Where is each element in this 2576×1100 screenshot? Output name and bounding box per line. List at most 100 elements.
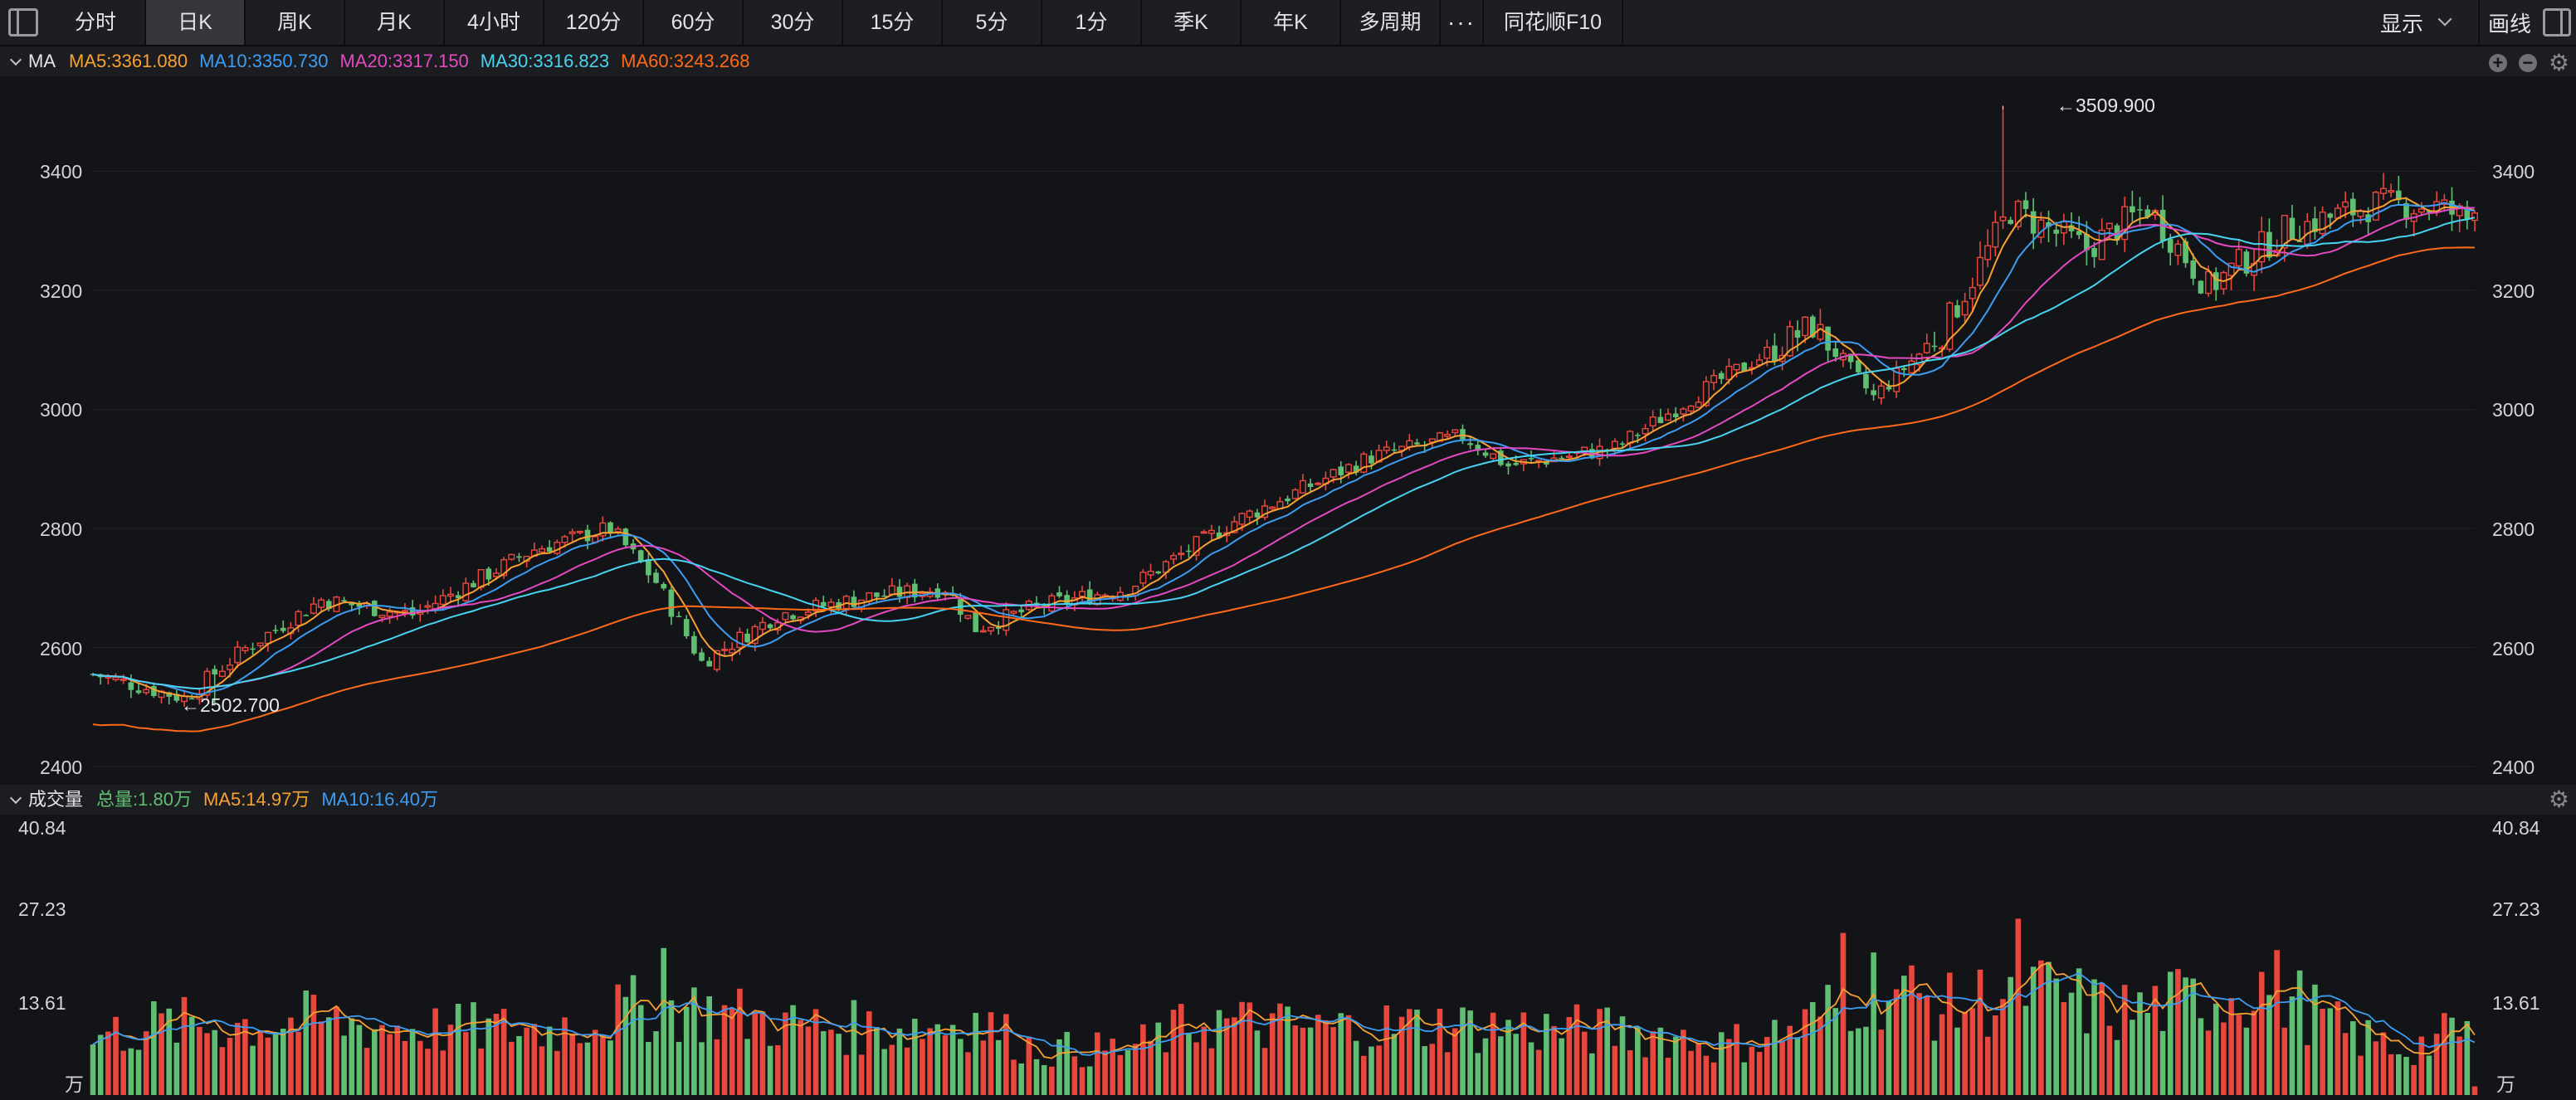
candle-body [120,678,127,681]
display-menu-button[interactable]: 显示 [2379,11,2423,37]
volume-bar [500,1009,507,1095]
volume-bar [1368,1046,1374,1095]
volume-bar [2198,1018,2204,1095]
volume-bar [1612,1045,1618,1095]
candle-body [1200,531,1208,534]
tab-30-min[interactable]: 30分 [744,0,843,45]
volume-bar [447,1025,454,1095]
candle-body [1931,345,1938,348]
tab-5-min[interactable]: 5分 [943,0,1042,45]
tab-monthly-k[interactable]: 月K [345,0,445,45]
volume-bar [2442,1013,2447,1095]
collapse-caret-icon[interactable] [9,791,22,805]
period-toolbar: 分时 日K 周K 月K 4小时 120分 60分 30分 15分 5分 1分 季… [0,0,2576,46]
volume-bar [1657,1027,1664,1095]
candle-body [2130,206,2135,213]
candle-body [393,611,401,614]
candle-body [386,611,393,617]
tab-multi-period[interactable]: 多周期 [1341,0,1441,45]
volume-bar [790,1005,796,1095]
volume-bar [1239,1001,1245,1095]
candle-body [836,602,842,611]
chevron-down-icon[interactable] [2437,12,2452,27]
volume-bar [318,1021,324,1095]
volume-bar [2449,1017,2455,1095]
volume-bar [1969,1008,1976,1095]
volume-bar [1467,1010,1473,1095]
volume-tick-label: 27.23 [18,898,66,920]
candle-body [1368,455,1374,464]
tab-120-min[interactable]: 120分 [544,0,644,45]
ma5-value: MA5:3361.080 [69,51,188,71]
volume-bar [349,1018,355,1095]
volume-bar [1520,1012,1527,1095]
candle-body [1505,463,1511,467]
volume-bar [2396,1054,2402,1095]
candle-body [1832,348,1839,358]
draw-line-button[interactable]: 画线 [2487,11,2531,37]
candle-body [1178,552,1185,556]
tab-daily-k[interactable]: 日K [146,0,246,45]
candle-body [1627,431,1634,444]
volume-bar [2022,1005,2029,1095]
candle-body [812,599,820,612]
volume-bar [1376,1045,1382,1095]
volume-bar [1779,1040,1785,1095]
candle-body [926,591,934,597]
candle-body [2349,198,2356,216]
volume-bar [1900,976,1907,1095]
candle-body [151,686,157,697]
candle-body [1687,405,1695,412]
candle-body [858,599,866,610]
sidebar-toggle-icon[interactable] [8,8,38,37]
candle-body [2372,192,2379,221]
volume-bar [1444,1052,1451,1095]
volume-indicator-title[interactable]: 成交量 [28,789,84,810]
candle-body [676,616,682,618]
candle-body [378,615,386,619]
settings-gear-icon[interactable]: ⚙ [2548,786,2569,812]
tab-1-min[interactable]: 1分 [1042,0,1142,45]
more-periods-button[interactable]: ··· [1441,0,1484,45]
volume-bar [1398,1016,1405,1095]
candle-body [1436,432,1443,442]
volume-bar [425,1049,431,1095]
volume-bar [1513,1034,1519,1095]
tab-4-hour[interactable]: 4小时 [445,0,544,45]
tab-ths-f10[interactable]: 同花顺F10 [1484,0,1623,45]
candle-body [546,547,553,552]
candle-body [1672,413,1679,417]
volume-bar [1383,1005,1390,1095]
candle-body [668,589,675,617]
price-tick-label-right: 2400 [2492,757,2535,778]
settings-gear-icon[interactable]: ⚙ [2548,50,2569,75]
volume-bar [965,1052,971,1095]
volume-bar [577,1043,583,1095]
candle-body [614,528,622,533]
tab-yearly-k[interactable]: 年K [1242,0,1341,45]
collapse-caret-icon[interactable] [9,53,22,66]
tab-15-min[interactable]: 15分 [843,0,943,45]
volume-ma5-value: MA5:14.97万 [202,789,310,810]
volume-bar [2175,969,2181,1095]
zoom-out-icon[interactable]: − [2518,54,2537,72]
candle-body [1216,532,1222,538]
volume-bar [1095,1032,1100,1095]
volume-bar [188,1016,195,1095]
candle-body [1344,464,1352,473]
volume-bar [896,1028,903,1095]
tab-weekly-k[interactable]: 周K [246,0,345,45]
tab-60-min[interactable]: 60分 [644,0,744,45]
candle-body [979,630,987,633]
panel-toggle-icon[interactable] [2543,8,2571,37]
candle-body [646,559,651,576]
volume-bar [2327,1008,2334,1095]
volume-bar [980,1040,987,1095]
tab-fenshi[interactable]: 分时 [46,0,146,45]
price-indicator-title[interactable]: MA [28,51,56,71]
volume-bar [1672,1036,1679,1095]
tab-quarterly-k[interactable]: 季K [1142,0,1242,45]
volume-bar [1909,965,1915,1095]
zoom-in-icon[interactable]: + [2488,54,2507,72]
